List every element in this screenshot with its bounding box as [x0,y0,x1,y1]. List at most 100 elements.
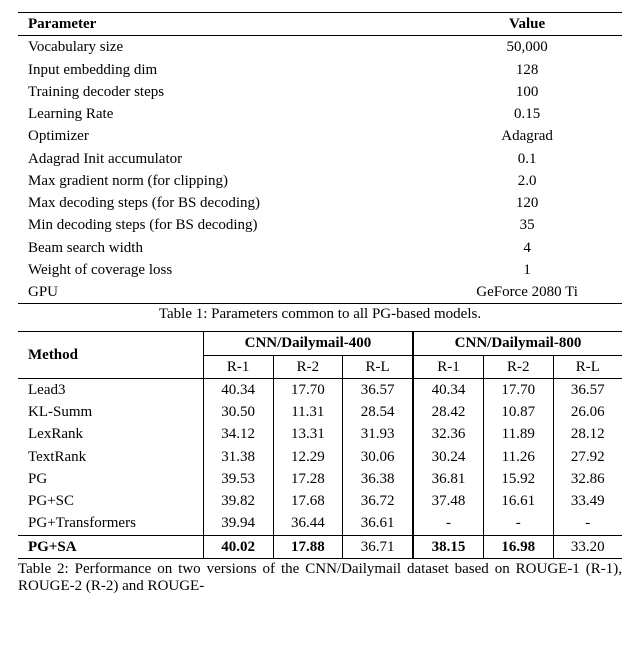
table-row: OptimizerAdagrad [18,125,622,147]
table-row: Learning Rate0.15 [18,103,622,125]
value-cell: 39.82 [203,490,273,512]
table-row: Min decoding steps (for BS decoding)35 [18,214,622,236]
table2-caption: Table 2: Performance on two versions of … [18,561,622,595]
table-row: Max gradient norm (for clipping)2.0 [18,170,622,192]
param-cell: Weight of coverage loss [18,259,432,281]
value-cell: 11.31 [273,401,343,423]
value-cell: 120 [432,192,622,214]
method-cell: KL-Summ [18,401,203,423]
value-cell: 36.44 [273,512,343,535]
col-400-r1: R-1 [203,355,273,378]
col-value: Value [432,13,622,36]
table-row: Lead340.3417.7036.5740.3417.7036.57 [18,378,622,401]
value-cell: 30.24 [413,446,483,468]
value-cell: 33.20 [553,535,622,558]
value-cell: 38.15 [413,535,483,558]
param-cell: Adagrad Init accumulator [18,148,432,170]
value-cell: 36.57 [343,378,413,401]
value-cell: 31.93 [343,423,413,445]
value-cell: GeForce 2080 Ti [432,281,622,304]
table-row: PG+SC39.8217.6836.7237.4816.6133.49 [18,490,622,512]
param-cell: Training decoder steps [18,81,432,103]
table-row: Adagrad Init accumulator0.1 [18,148,622,170]
value-cell: 4 [432,237,622,259]
value-cell: 30.06 [343,446,413,468]
value-cell: Adagrad [432,125,622,147]
value-cell: 40.02 [203,535,273,558]
value-cell: 30.50 [203,401,273,423]
value-cell: 26.06 [553,401,622,423]
param-cell: Vocabulary size [18,36,432,59]
col-parameter: Parameter [18,13,432,36]
param-cell: Beam search width [18,237,432,259]
value-cell: 17.70 [483,378,553,401]
value-cell: 37.48 [413,490,483,512]
col-800-r1: R-1 [413,355,483,378]
value-cell: 16.61 [483,490,553,512]
table-row: Max decoding steps (for BS decoding)120 [18,192,622,214]
table-row: Beam search width4 [18,237,622,259]
value-cell: 27.92 [553,446,622,468]
table-row: Training decoder steps100 [18,81,622,103]
table-row: Vocabulary size50,000 [18,36,622,59]
value-cell: 10.87 [483,401,553,423]
method-cell: PG+Transformers [18,512,203,535]
method-cell: PG [18,468,203,490]
param-cell: Learning Rate [18,103,432,125]
value-cell: 100 [432,81,622,103]
value-cell: 32.86 [553,468,622,490]
col-method: Method [18,332,203,379]
table-row: KL-Summ30.5011.3128.5428.4210.8726.06 [18,401,622,423]
table-row: PG+SA40.0217.8836.7138.1516.9833.20 [18,535,622,558]
value-cell: 15.92 [483,468,553,490]
value-cell: 36.72 [343,490,413,512]
param-cell: Min decoding steps (for BS decoding) [18,214,432,236]
param-cell: Optimizer [18,125,432,147]
value-cell: 28.12 [553,423,622,445]
value-cell: 39.53 [203,468,273,490]
table-row: PG39.5317.2836.3836.8115.9232.86 [18,468,622,490]
col-400-r2: R-2 [273,355,343,378]
col-dataset-400: CNN/Dailymail-400 [203,332,413,355]
value-cell: 28.42 [413,401,483,423]
value-cell: 39.94 [203,512,273,535]
param-cell: Max decoding steps (for BS decoding) [18,192,432,214]
value-cell: - [483,512,553,535]
method-cell: PG+SA [18,535,203,558]
value-cell: 34.12 [203,423,273,445]
value-cell: 36.71 [343,535,413,558]
value-cell: 1 [432,259,622,281]
value-cell: 31.38 [203,446,273,468]
table1-caption: Table 1: Parameters common to all PG-bas… [18,306,622,323]
value-cell: 17.70 [273,378,343,401]
param-cell: Input embedding dim [18,59,432,81]
value-cell: 0.15 [432,103,622,125]
value-cell: 33.49 [553,490,622,512]
col-800-r2: R-2 [483,355,553,378]
value-cell: 28.54 [343,401,413,423]
value-cell: 128 [432,59,622,81]
col-400-rl: R-L [343,355,413,378]
method-cell: PG+SC [18,490,203,512]
method-cell: LexRank [18,423,203,445]
value-cell: 36.38 [343,468,413,490]
value-cell: 17.68 [273,490,343,512]
value-cell: 35 [432,214,622,236]
value-cell: 13.31 [273,423,343,445]
method-cell: TextRank [18,446,203,468]
value-cell: 36.61 [343,512,413,535]
value-cell: 11.26 [483,446,553,468]
value-cell: 40.34 [413,378,483,401]
table-row: TextRank31.3812.2930.0630.2411.2627.92 [18,446,622,468]
method-cell: Lead3 [18,378,203,401]
results-table: Method CNN/Dailymail-400 CNN/Dailymail-8… [18,331,622,559]
param-cell: Max gradient norm (for clipping) [18,170,432,192]
value-cell: 17.28 [273,468,343,490]
value-cell: 11.89 [483,423,553,445]
value-cell: 40.34 [203,378,273,401]
value-cell: 36.57 [553,378,622,401]
table-row: Weight of coverage loss1 [18,259,622,281]
value-cell: 50,000 [432,36,622,59]
table-row: Input embedding dim128 [18,59,622,81]
value-cell: - [413,512,483,535]
